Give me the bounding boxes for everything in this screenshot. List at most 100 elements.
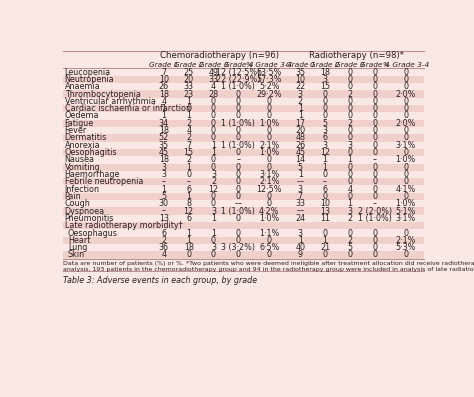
Text: 0: 0 — [236, 251, 241, 260]
Text: 0: 0 — [211, 251, 216, 260]
Text: 3 (3·2%): 3 (3·2%) — [221, 243, 255, 252]
Text: 0: 0 — [347, 75, 352, 84]
Text: 0: 0 — [372, 119, 377, 128]
Text: Skin: Skin — [68, 251, 85, 260]
Text: 0: 0 — [267, 133, 272, 143]
Text: 1: 1 — [186, 97, 191, 106]
Text: 0: 0 — [403, 163, 408, 172]
Text: 36: 36 — [159, 243, 169, 252]
Text: 0: 0 — [236, 104, 241, 113]
Text: 0: 0 — [236, 170, 241, 179]
Bar — [63, 229, 424, 237]
Text: % Grade 3-4: % Grade 3-4 — [383, 62, 429, 67]
Text: 12: 12 — [183, 206, 194, 216]
Text: 0: 0 — [347, 67, 352, 77]
Text: Grade 1: Grade 1 — [285, 62, 315, 67]
Text: 1: 1 — [298, 170, 303, 179]
Text: Grade 4: Grade 4 — [360, 62, 390, 67]
Text: –: – — [162, 206, 166, 216]
Text: 3: 3 — [161, 163, 166, 172]
Text: 0: 0 — [403, 251, 408, 260]
Bar — [63, 237, 424, 244]
Bar — [63, 149, 424, 156]
Text: 40: 40 — [295, 243, 305, 252]
Text: –: – — [236, 155, 240, 164]
Text: 0: 0 — [347, 177, 352, 186]
Text: 6: 6 — [323, 185, 328, 194]
Text: 0: 0 — [211, 199, 216, 208]
Bar — [63, 142, 424, 149]
Text: 57·3%: 57·3% — [256, 75, 282, 84]
Text: 11: 11 — [320, 214, 330, 223]
Text: Haemorrhage: Haemorrhage — [64, 170, 120, 179]
Text: 18: 18 — [159, 126, 169, 135]
Text: 4: 4 — [161, 251, 166, 260]
Text: 0: 0 — [211, 192, 216, 201]
Text: 17: 17 — [295, 119, 305, 128]
Text: 1: 1 — [347, 199, 352, 208]
Text: 26: 26 — [159, 82, 169, 91]
Text: 25: 25 — [183, 67, 194, 77]
Text: ––: –– — [234, 199, 242, 208]
Bar — [63, 251, 424, 258]
Text: 22: 22 — [295, 82, 305, 91]
Text: 35: 35 — [159, 141, 169, 150]
Text: 1·0%: 1·0% — [395, 199, 416, 208]
Bar — [63, 244, 424, 251]
Text: 0: 0 — [236, 112, 241, 120]
Text: 0: 0 — [236, 192, 241, 201]
Text: 48: 48 — [295, 133, 305, 143]
Text: 1: 1 — [161, 112, 166, 120]
Text: Heart: Heart — [68, 236, 90, 245]
Text: 0: 0 — [347, 192, 352, 201]
Bar — [63, 68, 424, 76]
Bar — [63, 119, 424, 127]
Text: 15: 15 — [183, 148, 194, 157]
Text: 2: 2 — [186, 155, 191, 164]
Text: Late radiotherapy morbidity†: Late radiotherapy morbidity† — [64, 221, 182, 230]
Text: 8: 8 — [186, 199, 191, 208]
Text: 1: 1 — [186, 229, 191, 237]
Text: 1: 1 — [298, 112, 303, 120]
Text: 3: 3 — [323, 141, 328, 150]
Text: 1 (1·0%): 1 (1·0%) — [221, 119, 255, 128]
Text: analysis. 193 patients in the chemoradiotherapy group and 94 in the radiotherapy: analysis. 193 patients in the chemoradio… — [63, 267, 474, 272]
Text: 9: 9 — [298, 251, 303, 260]
Text: 0: 0 — [236, 229, 241, 237]
Text: 1: 1 — [186, 192, 191, 201]
Text: 0: 0 — [403, 170, 408, 179]
Text: 2 (2·0%): 2 (2·0%) — [357, 206, 392, 216]
Bar — [63, 215, 424, 222]
Text: 0: 0 — [236, 133, 241, 143]
Text: 0: 0 — [236, 177, 241, 186]
Text: 1·0%: 1·0% — [259, 214, 279, 223]
Text: 2·0%: 2·0% — [395, 119, 416, 128]
Text: Cough: Cough — [64, 199, 91, 208]
Text: 23: 23 — [183, 90, 194, 98]
Text: 3: 3 — [347, 141, 352, 150]
Text: 0: 0 — [211, 155, 216, 164]
Text: 3·1%: 3·1% — [259, 170, 279, 179]
Text: Radiotherapy (n=98)*: Radiotherapy (n=98)* — [309, 51, 403, 60]
Text: Oesophagus: Oesophagus — [68, 229, 118, 237]
Text: Neutropenia: Neutropenia — [64, 75, 114, 84]
Text: –: – — [373, 155, 377, 164]
Text: 0: 0 — [372, 251, 377, 260]
Text: 0: 0 — [372, 177, 377, 186]
Bar — [63, 222, 424, 229]
Text: 12: 12 — [209, 185, 219, 194]
Text: 0: 0 — [211, 163, 216, 172]
Text: 5: 5 — [322, 119, 328, 128]
Text: 14: 14 — [295, 155, 305, 164]
Bar — [63, 185, 424, 193]
Text: 7: 7 — [186, 141, 191, 150]
Text: 5: 5 — [347, 243, 353, 252]
Text: Ventricular arrhythmia: Ventricular arrhythmia — [64, 97, 155, 106]
Text: 10: 10 — [320, 199, 330, 208]
Text: 2·1%: 2·1% — [395, 236, 416, 245]
Text: 0: 0 — [372, 90, 377, 98]
Text: 0: 0 — [267, 236, 272, 245]
Text: Pain: Pain — [64, 192, 82, 201]
Text: 0: 0 — [211, 119, 216, 128]
Text: 0: 0 — [372, 75, 377, 84]
